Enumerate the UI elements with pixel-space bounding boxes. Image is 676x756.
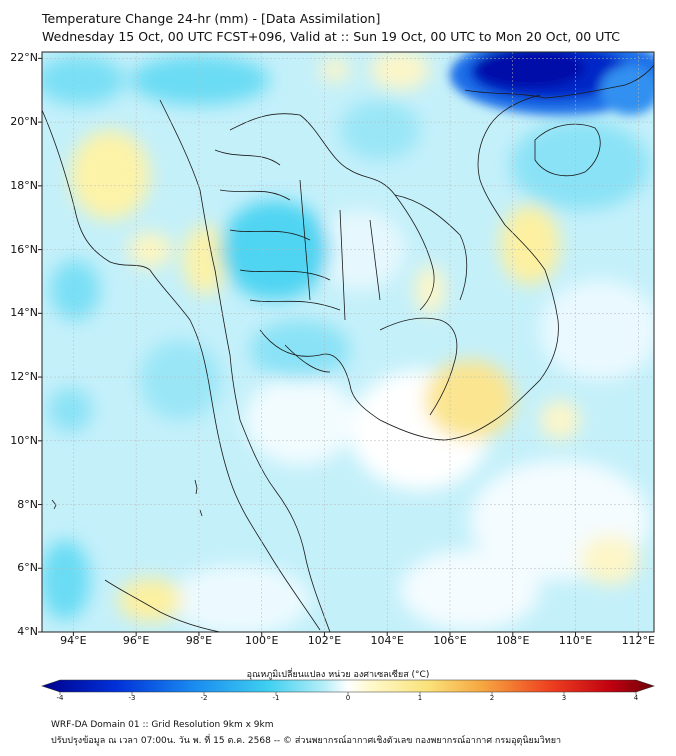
- lat-label: 6°N: [17, 561, 38, 575]
- lat-label: 14°N: [10, 306, 38, 320]
- lat-label: 22°N: [10, 51, 38, 65]
- lon-label: 102°E: [307, 634, 342, 647]
- lon-label: 98°E: [185, 634, 213, 647]
- colorbar: [41, 679, 655, 695]
- map-title: Temperature Change 24-hr (mm) - [Data As…: [42, 11, 381, 26]
- graticule: [42, 52, 654, 632]
- lon-label: 94°E: [60, 634, 87, 647]
- map-frame: [41, 51, 655, 633]
- colorbar-tick-label: 0: [345, 694, 351, 702]
- colorbar-tick-label: -2: [200, 694, 208, 702]
- map-subtitle: Wednesday 15 Oct, 00 UTC FCST+096, Valid…: [42, 29, 620, 44]
- lat-label: 4°N: [17, 625, 38, 638]
- colorbar-tick-label: -1: [272, 694, 280, 702]
- colorbar-title: อุณหภูมิเปลี่ยนแปลง หน่วย องศาเซลเซียส (…: [246, 670, 430, 680]
- coastlines-and-borders: [42, 64, 654, 632]
- lon-label: 110°E: [558, 634, 593, 647]
- lon-label: 108°E: [496, 634, 530, 647]
- lat-label: 20°N: [10, 115, 38, 129]
- lat-label: 12°N: [10, 370, 38, 384]
- lat-label: 10°N: [10, 433, 38, 447]
- lon-label: 96°E: [122, 634, 150, 647]
- lat-label: 8°N: [17, 497, 38, 511]
- colorbar-tick-label: 3: [561, 694, 567, 702]
- footer-update-info: ปรับปรุงข้อมูล ณ เวลา 07:00น. วัน พ. ที่…: [51, 736, 562, 746]
- lon-label: 100°E: [244, 634, 279, 647]
- lon-label: 106°E: [433, 634, 467, 647]
- colorbar-bar: [41, 679, 655, 693]
- colorbar-tick-label: 4: [633, 694, 639, 702]
- footer-domain-info: WRF-DA Domain 01 :: Grid Resolution 9km …: [51, 720, 274, 730]
- temperature-field: [42, 52, 654, 632]
- colorbar-tick-label: 1: [417, 694, 423, 702]
- lat-label: 16°N: [10, 242, 38, 256]
- axis-ticks: [38, 57, 639, 636]
- colorbar-tick-label: -4: [56, 694, 64, 702]
- lat-label: 18°N: [10, 178, 38, 192]
- colorbar-tick-label: -3: [128, 694, 136, 702]
- lon-label: 104°E: [370, 634, 404, 647]
- lon-label: 112°E: [621, 634, 656, 647]
- colorbar-tick-label: 2: [489, 694, 495, 702]
